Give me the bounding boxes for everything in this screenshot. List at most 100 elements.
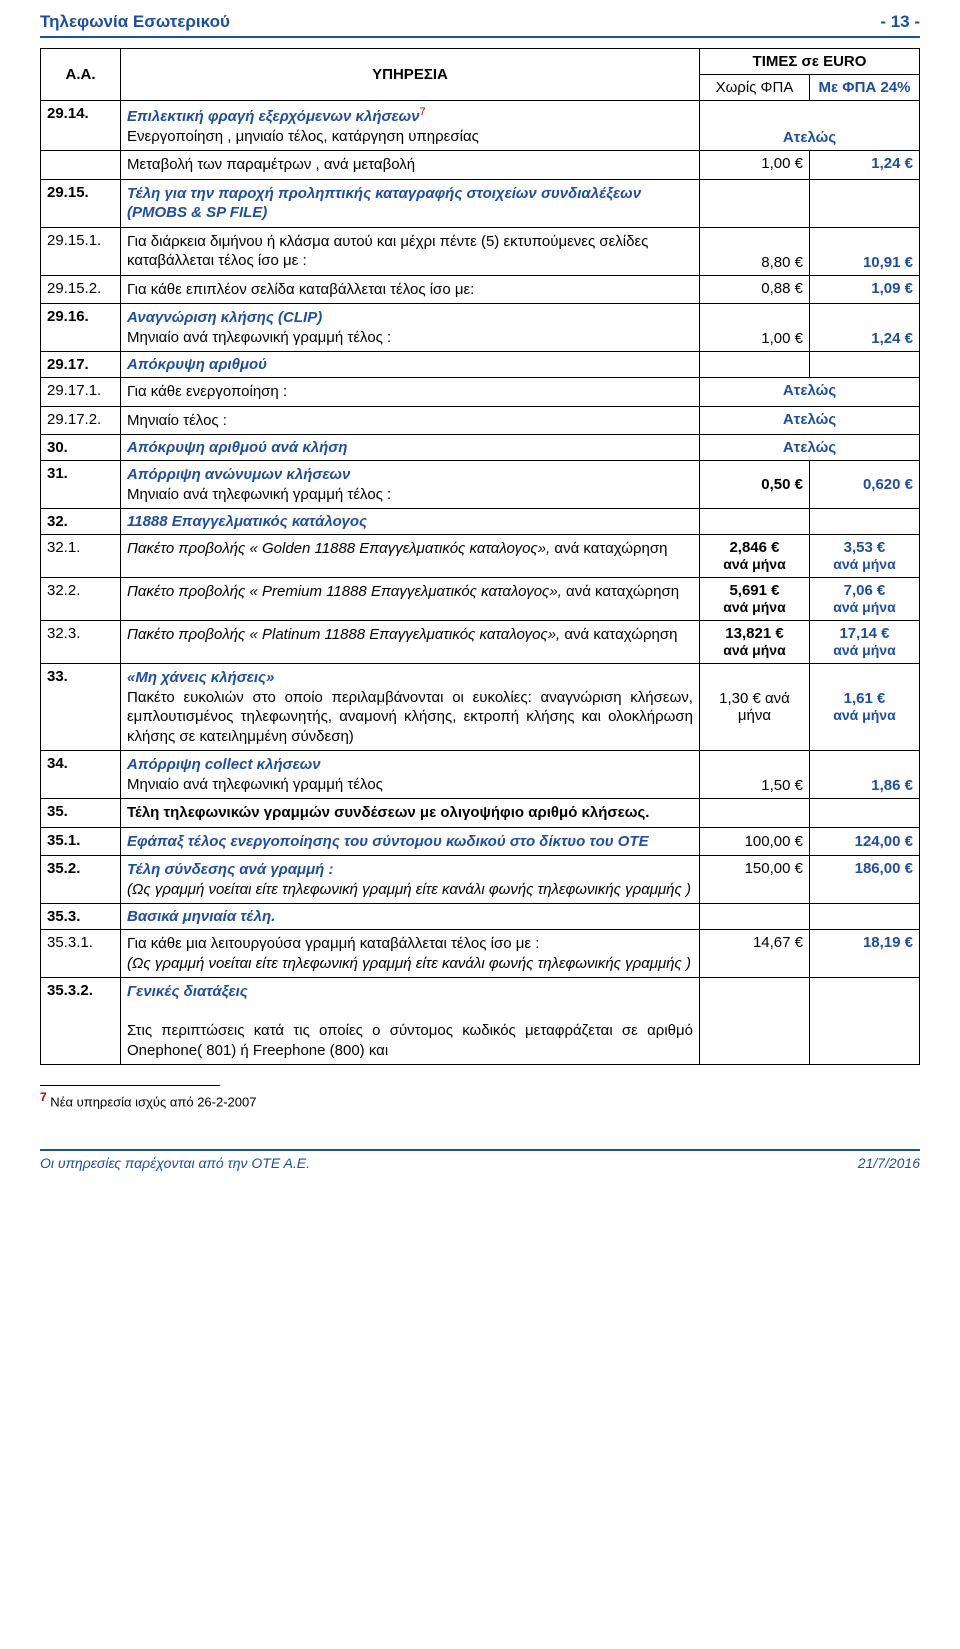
row-novat: 0,50 € <box>699 461 809 509</box>
row-num: 29.15. <box>41 179 121 227</box>
row-withvat: 1,61 €ανά μήνα <box>809 664 919 751</box>
row-num: 31. <box>41 461 121 509</box>
row-desc: Αναγνώριση κλήσης (CLIP) Μηνιαίο ανά τηλ… <box>121 304 700 352</box>
row-val: Ατελώς <box>699 406 919 435</box>
row-novat <box>699 904 809 930</box>
page-header: Τηλεφωνία Εσωτερικού - 13 - <box>40 12 920 38</box>
pricing-table: Α.Α. ΥΠΗΡΕΣΙΑ ΤΙΜΕΣ σε EURO Χωρίς ΦΠΑ Με… <box>40 48 920 1065</box>
row-num: 35.2. <box>41 856 121 904</box>
row-withvat <box>809 799 919 828</box>
row-desc: Εφάπαξ τέλος ενεργοποίησης του σύντομου … <box>121 827 700 856</box>
row-novat: 14,67 € <box>699 930 809 978</box>
row-novat <box>699 799 809 828</box>
row-num: 32.1. <box>41 535 121 578</box>
row-num: 29.14. <box>41 101 121 151</box>
row-val: Ατελώς <box>699 101 919 151</box>
row-novat <box>699 352 809 378</box>
row-withvat: 3,53 €ανά μήνα <box>809 535 919 578</box>
row-num: 29.17. <box>41 352 121 378</box>
row-novat: 100,00 € <box>699 827 809 856</box>
row-withvat: 0,620 € <box>809 461 919 509</box>
row-withvat <box>809 509 919 535</box>
row-withvat <box>809 904 919 930</box>
row-num: 34. <box>41 751 121 799</box>
row-novat: 13,821 €ανά μήνα <box>699 621 809 664</box>
row-novat: 0,88 € <box>699 275 809 304</box>
row-num: 29.15.2. <box>41 275 121 304</box>
row-num: 29.17.2. <box>41 406 121 435</box>
row-desc: Πακέτο προβολής « Platinum 11888 Επαγγελ… <box>121 621 700 664</box>
row-withvat: 1,09 € <box>809 275 919 304</box>
footnote: 7 Νέα υπηρεσία ισχύς από 26-2-2007 <box>40 1090 920 1109</box>
header-right: - 13 - <box>880 12 920 32</box>
row-desc: Για κάθε επιπλέον σελίδα καταβάλλεται τέ… <box>121 275 700 304</box>
row-desc: Βασικά μηνιαία τέλη. <box>121 904 700 930</box>
row-desc: Τέλη σύνδεσης ανά γραμμή : (Ως γραμμή νο… <box>121 856 700 904</box>
row-num: 30. <box>41 435 121 461</box>
th-novat: Χωρίς ΦΠΑ <box>699 75 809 101</box>
footnote-ref-icon: 7 <box>420 106 426 118</box>
row-novat: 1,00 € <box>699 151 809 180</box>
row-desc: Απόρριψη ανώνυμων κλήσεων Μηνιαίο ανά τη… <box>121 461 700 509</box>
th-aa: Α.Α. <box>41 49 121 101</box>
row-num: 35.1. <box>41 827 121 856</box>
row-novat <box>699 509 809 535</box>
row-desc: «Μη χάνεις κλήσεις» Πακέτο ευκολιών στο … <box>121 664 700 751</box>
th-withvat: Με ΦΠΑ 24% <box>809 75 919 101</box>
row-desc: Απόκρυψη αριθμού ανά κλήση <box>121 435 700 461</box>
row-withvat: 1,24 € <box>809 151 919 180</box>
row-num: 35.3. <box>41 904 121 930</box>
row-novat: 2,846 €ανά μήνα <box>699 535 809 578</box>
th-service: ΥΠΗΡΕΣΙΑ <box>121 49 700 101</box>
row-num: 33. <box>41 664 121 751</box>
row-desc: 11888 Επαγγελματικός κατάλογος <box>121 509 700 535</box>
row-val: Ατελώς <box>699 435 919 461</box>
row-withvat: 7,06 €ανά μήνα <box>809 578 919 621</box>
th-prices: ΤΙΜΕΣ σε EURO <box>699 49 919 75</box>
footnote-mark-icon: 7 <box>40 1090 47 1104</box>
row-num <box>41 151 121 180</box>
row-withvat: 17,14 €ανά μήνα <box>809 621 919 664</box>
row-desc: Τέλη τηλεφωνικών γραμμών συνδέσεων με ολ… <box>121 799 700 828</box>
row-num: 29.16. <box>41 304 121 352</box>
row-withvat: 1,86 € <box>809 751 919 799</box>
row-novat: 5,691 €ανά μήνα <box>699 578 809 621</box>
row-withvat: 10,91 € <box>809 227 919 275</box>
row-desc: Για κάθε ενεργοποίηση : <box>121 378 700 407</box>
header-left: Τηλεφωνία Εσωτερικού <box>40 12 230 32</box>
row-novat <box>699 978 809 1065</box>
row-withvat: 186,00 € <box>809 856 919 904</box>
row-withvat <box>809 179 919 227</box>
footnote-separator <box>40 1085 220 1086</box>
row-novat: 8,80 € <box>699 227 809 275</box>
row-novat: 1,50 € <box>699 751 809 799</box>
row-novat: 150,00 € <box>699 856 809 904</box>
row-withvat: 18,19 € <box>809 930 919 978</box>
row-num: 29.17.1. <box>41 378 121 407</box>
row-novat: 1,00 € <box>699 304 809 352</box>
row-desc: Μηνιαίο τέλος : <box>121 406 700 435</box>
row-withvat <box>809 352 919 378</box>
row-desc: Απόκρυψη αριθμού <box>121 352 700 378</box>
row-num: 29.15.1. <box>41 227 121 275</box>
row-num: 35.3.1. <box>41 930 121 978</box>
row-novat <box>699 179 809 227</box>
row-withvat: 1,24 € <box>809 304 919 352</box>
row-withvat <box>809 978 919 1065</box>
footer-right: 21/7/2016 <box>858 1155 920 1171</box>
row-num: 32. <box>41 509 121 535</box>
row-desc: Για κάθε μια λειτουργούσα γραμμή καταβάλ… <box>121 930 700 978</box>
row-desc: Απόρριψη collect κλήσεων Μηνιαίο ανά τηλ… <box>121 751 700 799</box>
row-num: 32.3. <box>41 621 121 664</box>
row-desc: Γενικές διατάξεις Στις περιπτώσεις κατά … <box>121 978 700 1065</box>
row-withvat: 124,00 € <box>809 827 919 856</box>
row-num: 32.2. <box>41 578 121 621</box>
row-desc: Πακέτο προβολής « Premium 11888 Επαγγελμ… <box>121 578 700 621</box>
row-desc: Μεταβολή των παραμέτρων , ανά μεταβολή <box>121 151 700 180</box>
footer-left: Οι υπηρεσίες παρέχονται από την ΟΤΕ Α.Ε. <box>40 1155 310 1171</box>
page-footer: Οι υπηρεσίες παρέχονται από την ΟΤΕ Α.Ε.… <box>40 1149 920 1171</box>
row-novat: 1,30 € ανά μήνα <box>699 664 809 751</box>
row-desc: Πακέτο προβολής « Golden 11888 Επαγγελμα… <box>121 535 700 578</box>
row-val: Ατελώς <box>699 378 919 407</box>
row-num: 35.3.2. <box>41 978 121 1065</box>
